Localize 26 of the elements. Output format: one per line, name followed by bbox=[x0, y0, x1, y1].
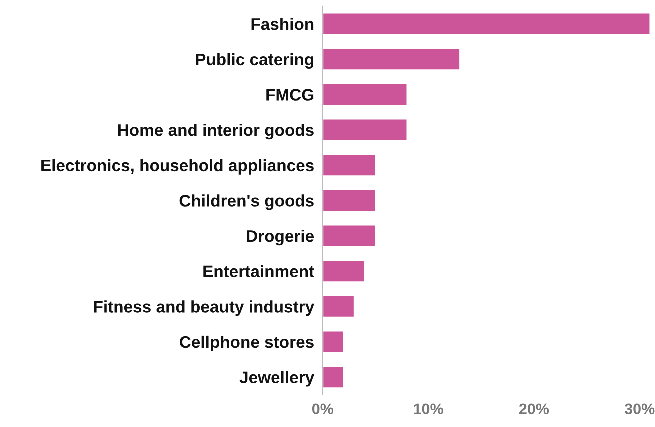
y-tick-label: Electronics, household appliances bbox=[42, 159, 314, 175]
bar bbox=[322, 260, 366, 283]
bar bbox=[322, 224, 376, 248]
y-tick-label: Cellphone stores bbox=[180, 336, 314, 352]
y-tick-label: Entertainment bbox=[204, 265, 314, 278]
x-tick-label: 30% bbox=[624, 404, 655, 415]
y-tick-label: Public catering bbox=[196, 53, 314, 69]
y-tick-label: Drogerie bbox=[247, 230, 314, 246]
bar bbox=[322, 154, 376, 178]
y-tick-label: Fashion bbox=[252, 18, 314, 30]
bar bbox=[322, 189, 376, 212]
y-tick-label: Children's goods bbox=[180, 194, 314, 210]
y-tick-label: Jewellery bbox=[240, 371, 314, 387]
x-tick-label: 0% bbox=[312, 404, 334, 415]
bar bbox=[322, 295, 356, 318]
y-tick-label: Fitness and beauty industry bbox=[94, 300, 315, 316]
bar bbox=[322, 12, 650, 36]
bar bbox=[322, 366, 345, 389]
bar bbox=[322, 48, 461, 72]
y-tick-label: FMCG bbox=[266, 89, 314, 101]
x-tick-label: 20% bbox=[519, 404, 550, 415]
bar bbox=[322, 118, 408, 142]
bar bbox=[322, 83, 408, 106]
x-tick-label: 10% bbox=[414, 404, 444, 415]
bar bbox=[322, 330, 345, 354]
y-tick-label: Home and interior goods bbox=[118, 124, 314, 140]
